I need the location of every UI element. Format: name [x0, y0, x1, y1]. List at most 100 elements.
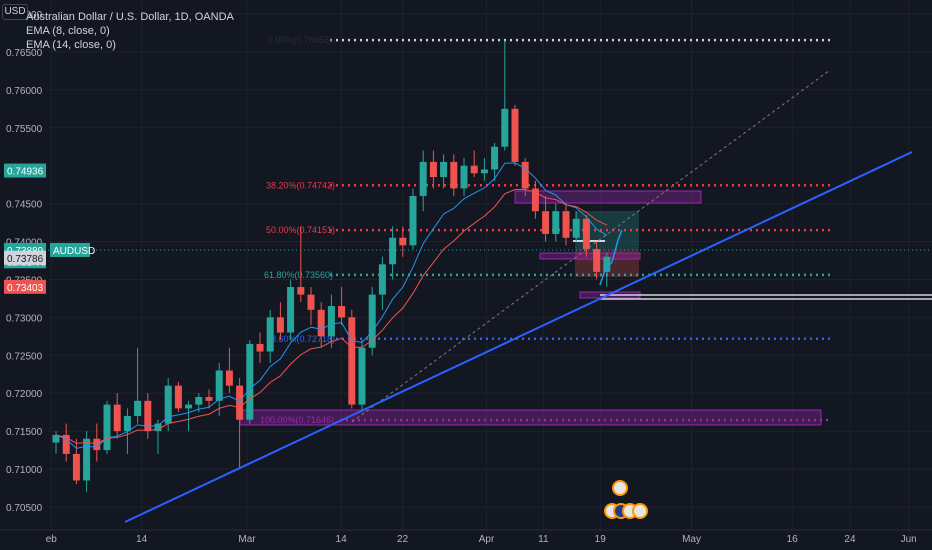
candle-body — [368, 294, 376, 348]
time-tick-label: 14 — [136, 534, 148, 545]
candle-body — [450, 161, 458, 189]
fib-diagonal — [351, 69, 831, 423]
candle-body — [542, 211, 550, 234]
candle-body — [552, 211, 560, 234]
candle-body — [72, 453, 80, 481]
price-tick-label: 0.72000 — [6, 389, 43, 400]
ema-8-line — [55, 162, 608, 449]
price-badge-label: 0.73786 — [7, 254, 44, 265]
time-tick-label: 19 — [595, 534, 607, 545]
price-tick-label: 0.76000 — [6, 86, 43, 97]
candle-body — [246, 343, 254, 420]
candle-body — [236, 385, 244, 420]
candle-body — [378, 264, 386, 295]
price-tick-label: 0.73000 — [6, 313, 43, 324]
price-badge — [4, 250, 46, 265]
candle-body — [174, 385, 182, 409]
economic-events[interactable] — [604, 480, 648, 519]
time-axis[interactable]: eb 14 Mar 14 22 Apr 11 19 May 16 24 Jun — [0, 529, 932, 550]
ema-14-line — [55, 188, 608, 445]
candle-body — [317, 309, 325, 337]
price-tick-label: 0.75500 — [6, 124, 43, 135]
candle-body — [593, 249, 601, 272]
candle-body — [521, 161, 529, 189]
candle-body — [358, 347, 366, 405]
fib-label: 78.60%(0.72718) — [266, 334, 335, 344]
candle-body — [603, 256, 611, 272]
candle-body — [62, 434, 70, 454]
candle-body — [511, 108, 519, 162]
price-tick-label: 0.70500 — [6, 503, 43, 514]
candle-body — [195, 397, 203, 405]
candle-body — [572, 218, 580, 238]
price-badge-label: 0.73403 — [7, 283, 44, 294]
time-tick-label: 24 — [844, 534, 856, 545]
candle-body — [287, 287, 295, 333]
price-tick-label: 0.71000 — [6, 465, 43, 476]
candles — [52, 40, 611, 492]
symbol-title[interactable]: Australian Dollar / U.S. Dollar, 1D, OAN… — [26, 11, 234, 23]
candle-body — [470, 165, 478, 174]
time-tick-label: May — [682, 534, 701, 545]
time-tick-label: 11 — [538, 534, 549, 545]
time-axis-bg — [0, 530, 932, 550]
candle-body — [113, 404, 121, 432]
candle-body — [389, 237, 397, 265]
price-axis[interactable]: 0.770000.765000.760000.755000.745000.740… — [0, 0, 932, 530]
candle-body — [348, 317, 356, 405]
candle-body — [307, 294, 315, 310]
candle-body — [215, 370, 223, 401]
flag-us-icon — [632, 503, 648, 519]
candle-body — [83, 438, 91, 481]
fib-label: 0.00%(0.76656) — [268, 35, 332, 45]
price-tick-label: 0.72500 — [6, 351, 43, 362]
indicator-ema14[interactable]: EMA (14, close, 0) — [26, 39, 116, 51]
time-tick-label: 22 — [397, 534, 409, 545]
candle-body — [460, 165, 468, 189]
candle-body — [338, 306, 346, 318]
price-badge-label: 0.74936 — [7, 167, 44, 178]
flag-us-icon — [612, 480, 628, 496]
zone-small-1[interactable] — [539, 252, 641, 260]
fib-zone-upper[interactable] — [514, 190, 702, 204]
candle-body — [123, 415, 131, 432]
candle-body — [256, 343, 264, 352]
indicator-ema8[interactable]: EMA (8, close, 0) — [26, 25, 110, 37]
symbol-badge[interactable] — [50, 242, 90, 257]
price-badge — [4, 279, 46, 294]
price-badge — [4, 163, 46, 178]
time-tick-label: 16 — [787, 534, 799, 545]
fib-label: 100.00%(0.71646) — [260, 415, 334, 425]
candle-body — [185, 404, 193, 409]
currency-button[interactable]: USD — [2, 4, 28, 20]
price-tick-label: 0.71500 — [6, 427, 43, 438]
candle-body — [531, 188, 539, 212]
time-tick-label: Jun — [901, 534, 917, 545]
candle-body — [491, 146, 499, 170]
candle-body — [154, 423, 162, 432]
candle-body — [297, 287, 305, 295]
chart-legend: Australian Dollar / U.S. Dollar, 1D, OAN… — [26, 10, 234, 52]
candle-body — [562, 211, 570, 238]
candle-body — [266, 317, 274, 352]
time-tick-label: eb — [46, 534, 58, 545]
time-tick-label: Mar — [238, 534, 256, 545]
projection-arrow[interactable] — [599, 229, 623, 286]
candle-body — [205, 397, 213, 401]
candle-body — [327, 306, 335, 337]
candle-body — [276, 317, 284, 333]
candle-body — [501, 108, 509, 147]
fib-label: 61.80%(0.73560) — [264, 270, 333, 280]
candle-body — [52, 434, 60, 443]
candle-body — [429, 161, 437, 178]
candle-body — [225, 370, 233, 386]
candle-body — [164, 385, 172, 424]
trend-line[interactable] — [124, 151, 913, 523]
symbol-badge-label: AUDUSD — [53, 246, 95, 257]
candle-body — [103, 404, 111, 451]
price-tick-label: 0.74500 — [6, 200, 43, 211]
candle-body — [134, 400, 142, 416]
candle-body — [440, 161, 448, 178]
fib-label: 38.20%(0.74742) — [266, 180, 335, 190]
